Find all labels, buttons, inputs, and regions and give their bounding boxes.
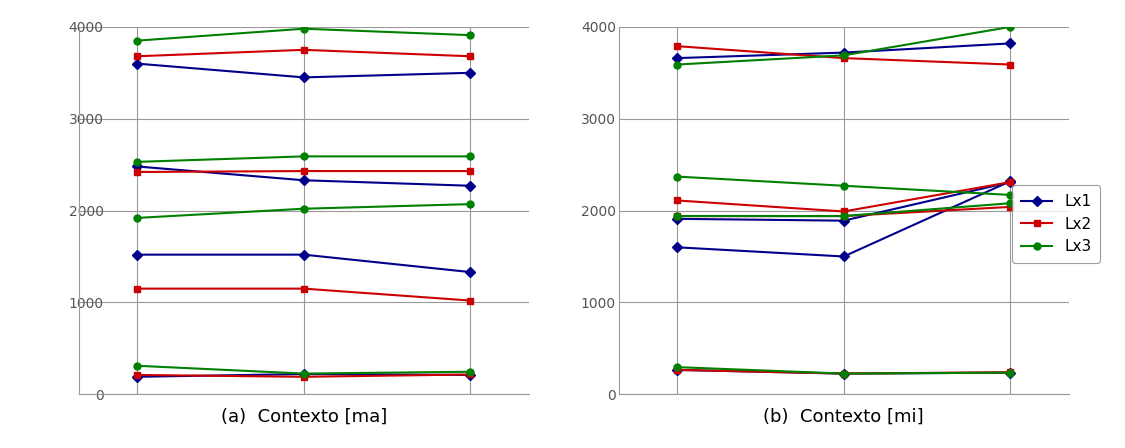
- X-axis label: (a)  Contexto [ma]: (a) Contexto [ma]: [220, 407, 387, 426]
- Legend: Lx1, Lx2, Lx3: Lx1, Lx2, Lx3: [1012, 185, 1100, 263]
- X-axis label: (b)  Contexto [mi]: (b) Contexto [mi]: [764, 407, 924, 426]
